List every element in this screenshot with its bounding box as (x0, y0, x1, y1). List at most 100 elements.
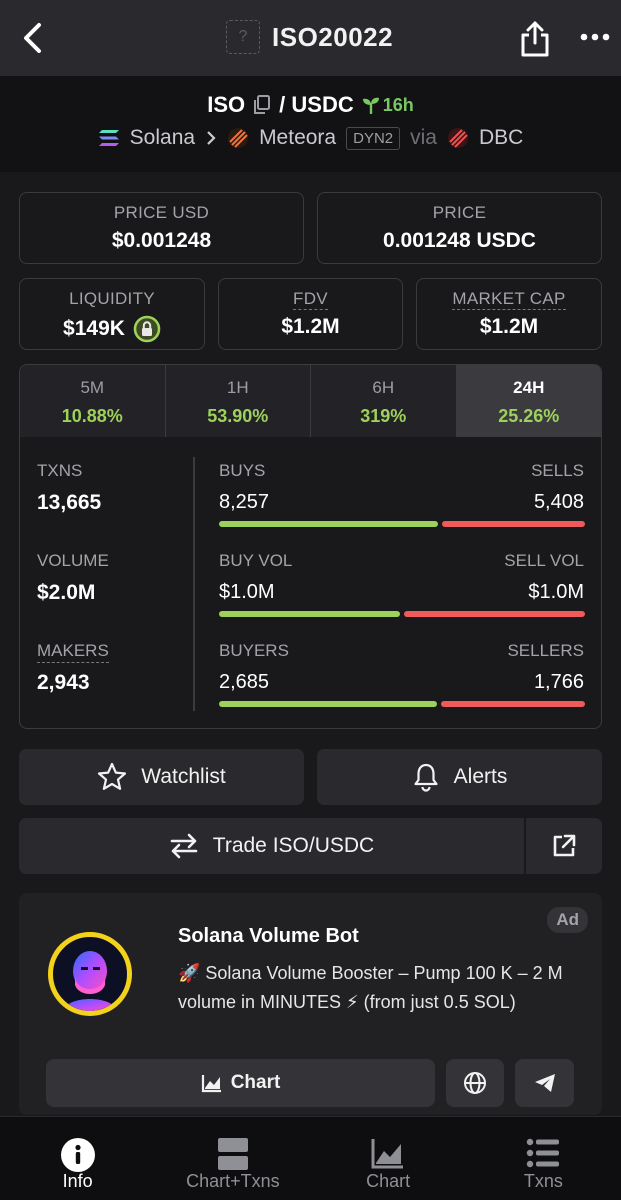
pair-age: 16h (362, 95, 414, 116)
market-cap-value: $1.2M (479, 315, 539, 338)
solana-logo-icon (98, 130, 119, 146)
tab-6h[interactable]: 6H 319% (311, 365, 457, 437)
stats-divider (193, 457, 195, 711)
age-text: 16h (382, 94, 414, 115)
fdv-card[interactable]: FDV $1.2M (218, 278, 403, 350)
ad-chart-label: Chart (230, 1072, 281, 1093)
sell-vol-value: $1.0M (528, 581, 584, 603)
ad-website-button[interactable] (446, 1059, 504, 1107)
top-bar: ? ISO20022 (0, 0, 621, 76)
sponsored-ad-card[interactable]: Ad Solana Volume Bot 🚀 Solana Volume Boo… (19, 893, 602, 1115)
trade-button[interactable]: Trade ISO/USDC (19, 818, 524, 874)
buys-label: BUYS (219, 461, 266, 480)
liquidity-card[interactable]: LIQUIDITY $149K (19, 278, 205, 350)
launchpad-name[interactable]: DBC (478, 126, 524, 149)
copy-icon[interactable] (253, 95, 271, 115)
ad-telegram-button[interactable] (515, 1059, 574, 1107)
share-icon[interactable] (518, 20, 552, 58)
via-label: via (410, 126, 437, 149)
sells-value: 5,408 (533, 491, 584, 513)
external-link-icon (553, 834, 576, 857)
ad-title: Solana Volume Bot (178, 925, 359, 947)
nav-chart[interactable]: Chart (311, 1117, 466, 1200)
bell-icon (414, 763, 438, 792)
fdv-label: FDV (293, 289, 328, 310)
buys-value: 8,257 (219, 491, 270, 513)
nav-info[interactable]: Info (0, 1117, 155, 1200)
alerts-button[interactable]: Alerts (317, 749, 602, 805)
sells-label: SELLS (531, 461, 584, 480)
buy-vol-bar (219, 611, 400, 617)
trade-label: Trade ISO/USDC (212, 834, 375, 857)
ad-chart-button[interactable]: Chart (46, 1059, 435, 1107)
nav-txns-label: Txns (523, 1171, 563, 1191)
bottom-nav: Info Chart+Txns Chart Txns (0, 1116, 621, 1200)
nav-chart-txns-label: Chart+Txns (186, 1171, 280, 1191)
locked-liquidity-icon (133, 315, 161, 343)
volume-value: $2.0M (37, 581, 96, 604)
liquidity-value: $149K (63, 317, 125, 340)
tab-change: 53.90% (207, 406, 269, 426)
market-cap-card[interactable]: MARKET CAP $1.2M (416, 278, 602, 350)
area-chart-icon (371, 1139, 404, 1169)
alerts-label: Alerts (453, 765, 508, 788)
star-icon (98, 762, 127, 790)
list-icon (527, 1138, 560, 1168)
sell-vol-bar (404, 611, 585, 617)
tab-24h[interactable]: 24H 25.26% (456, 365, 601, 437)
telegram-icon (534, 1074, 555, 1092)
sellers-label: SELLERS (507, 641, 584, 660)
stats-panel: 5M 10.88% 1H 53.90% 6H 319% 24H 25.26% T… (19, 364, 602, 729)
tab-5m[interactable]: 5M 10.88% (20, 365, 166, 437)
txns-label: TXNS (37, 461, 83, 480)
tab-label: 24H (513, 378, 545, 397)
token-title: ISO20022 (272, 21, 394, 52)
market-cap-label: MARKET CAP (452, 289, 566, 310)
watchlist-label: Watchlist (141, 765, 226, 788)
dex-name[interactable]: Meteora (259, 126, 337, 149)
token-placeholder-icon: ? (226, 20, 260, 54)
ad-tag: Ad (547, 907, 588, 933)
more-options-icon[interactable] (580, 30, 610, 44)
sellers-value: 1,766 (533, 671, 584, 693)
ad-logo (48, 932, 132, 1016)
makers-value: 2,943 (37, 671, 90, 694)
base-symbol: ISO (207, 92, 246, 117)
sellers-bar (441, 701, 585, 707)
fdv-value: $1.2M (281, 315, 340, 338)
nav-chart-label: Chart (366, 1171, 411, 1191)
watchlist-button[interactable]: Watchlist (19, 749, 304, 805)
back-arrow-icon[interactable] (18, 20, 48, 56)
tab-label: 5M (80, 378, 105, 397)
sprout-icon (362, 97, 379, 114)
price-usd-label: PRICE USD (113, 203, 210, 222)
liquidity-label: LIQUIDITY (69, 289, 155, 308)
chain-name[interactable]: Solana (129, 126, 196, 149)
tab-change: 319% (360, 406, 407, 426)
tab-1h[interactable]: 1H 53.90% (166, 365, 311, 437)
globe-icon (464, 1072, 486, 1094)
nav-txns[interactable]: Txns (466, 1117, 621, 1200)
quote-symbol: / USDC (279, 92, 354, 117)
chart-icon (201, 1075, 221, 1093)
makers-label: MAKERS (37, 641, 109, 663)
token-title-group: ? ISO20022 (226, 20, 393, 54)
stats-body: TXNS 13,665 VOLUME $2.0M MAKERS 2,943 BU… (20, 437, 601, 728)
nav-chart-txns[interactable]: Chart+Txns (155, 1117, 310, 1200)
txns-value: 13,665 (37, 491, 102, 514)
info-icon (60, 1138, 95, 1172)
buyers-bar (219, 701, 437, 707)
tab-change: 10.88% (61, 406, 123, 426)
pair-line: ISO / USDC 16h (0, 92, 621, 118)
pair-header: ISO / USDC 16h Solana Meteora (0, 76, 621, 172)
meteora-logo-icon (228, 128, 249, 148)
bot-avatar-icon (63, 951, 117, 1011)
sells-bar (442, 521, 585, 527)
price-native-value: 0.001248 USDC (383, 229, 536, 252)
chain-breadcrumb: Solana Meteora DYN2 via DBC (0, 126, 621, 150)
split-view-icon (217, 1138, 248, 1170)
swap-arrows-icon (170, 833, 198, 859)
price-usd-value: $0.001248 (111, 229, 212, 252)
buyers-label: BUYERS (219, 641, 289, 660)
open-external-button[interactable] (526, 818, 602, 874)
